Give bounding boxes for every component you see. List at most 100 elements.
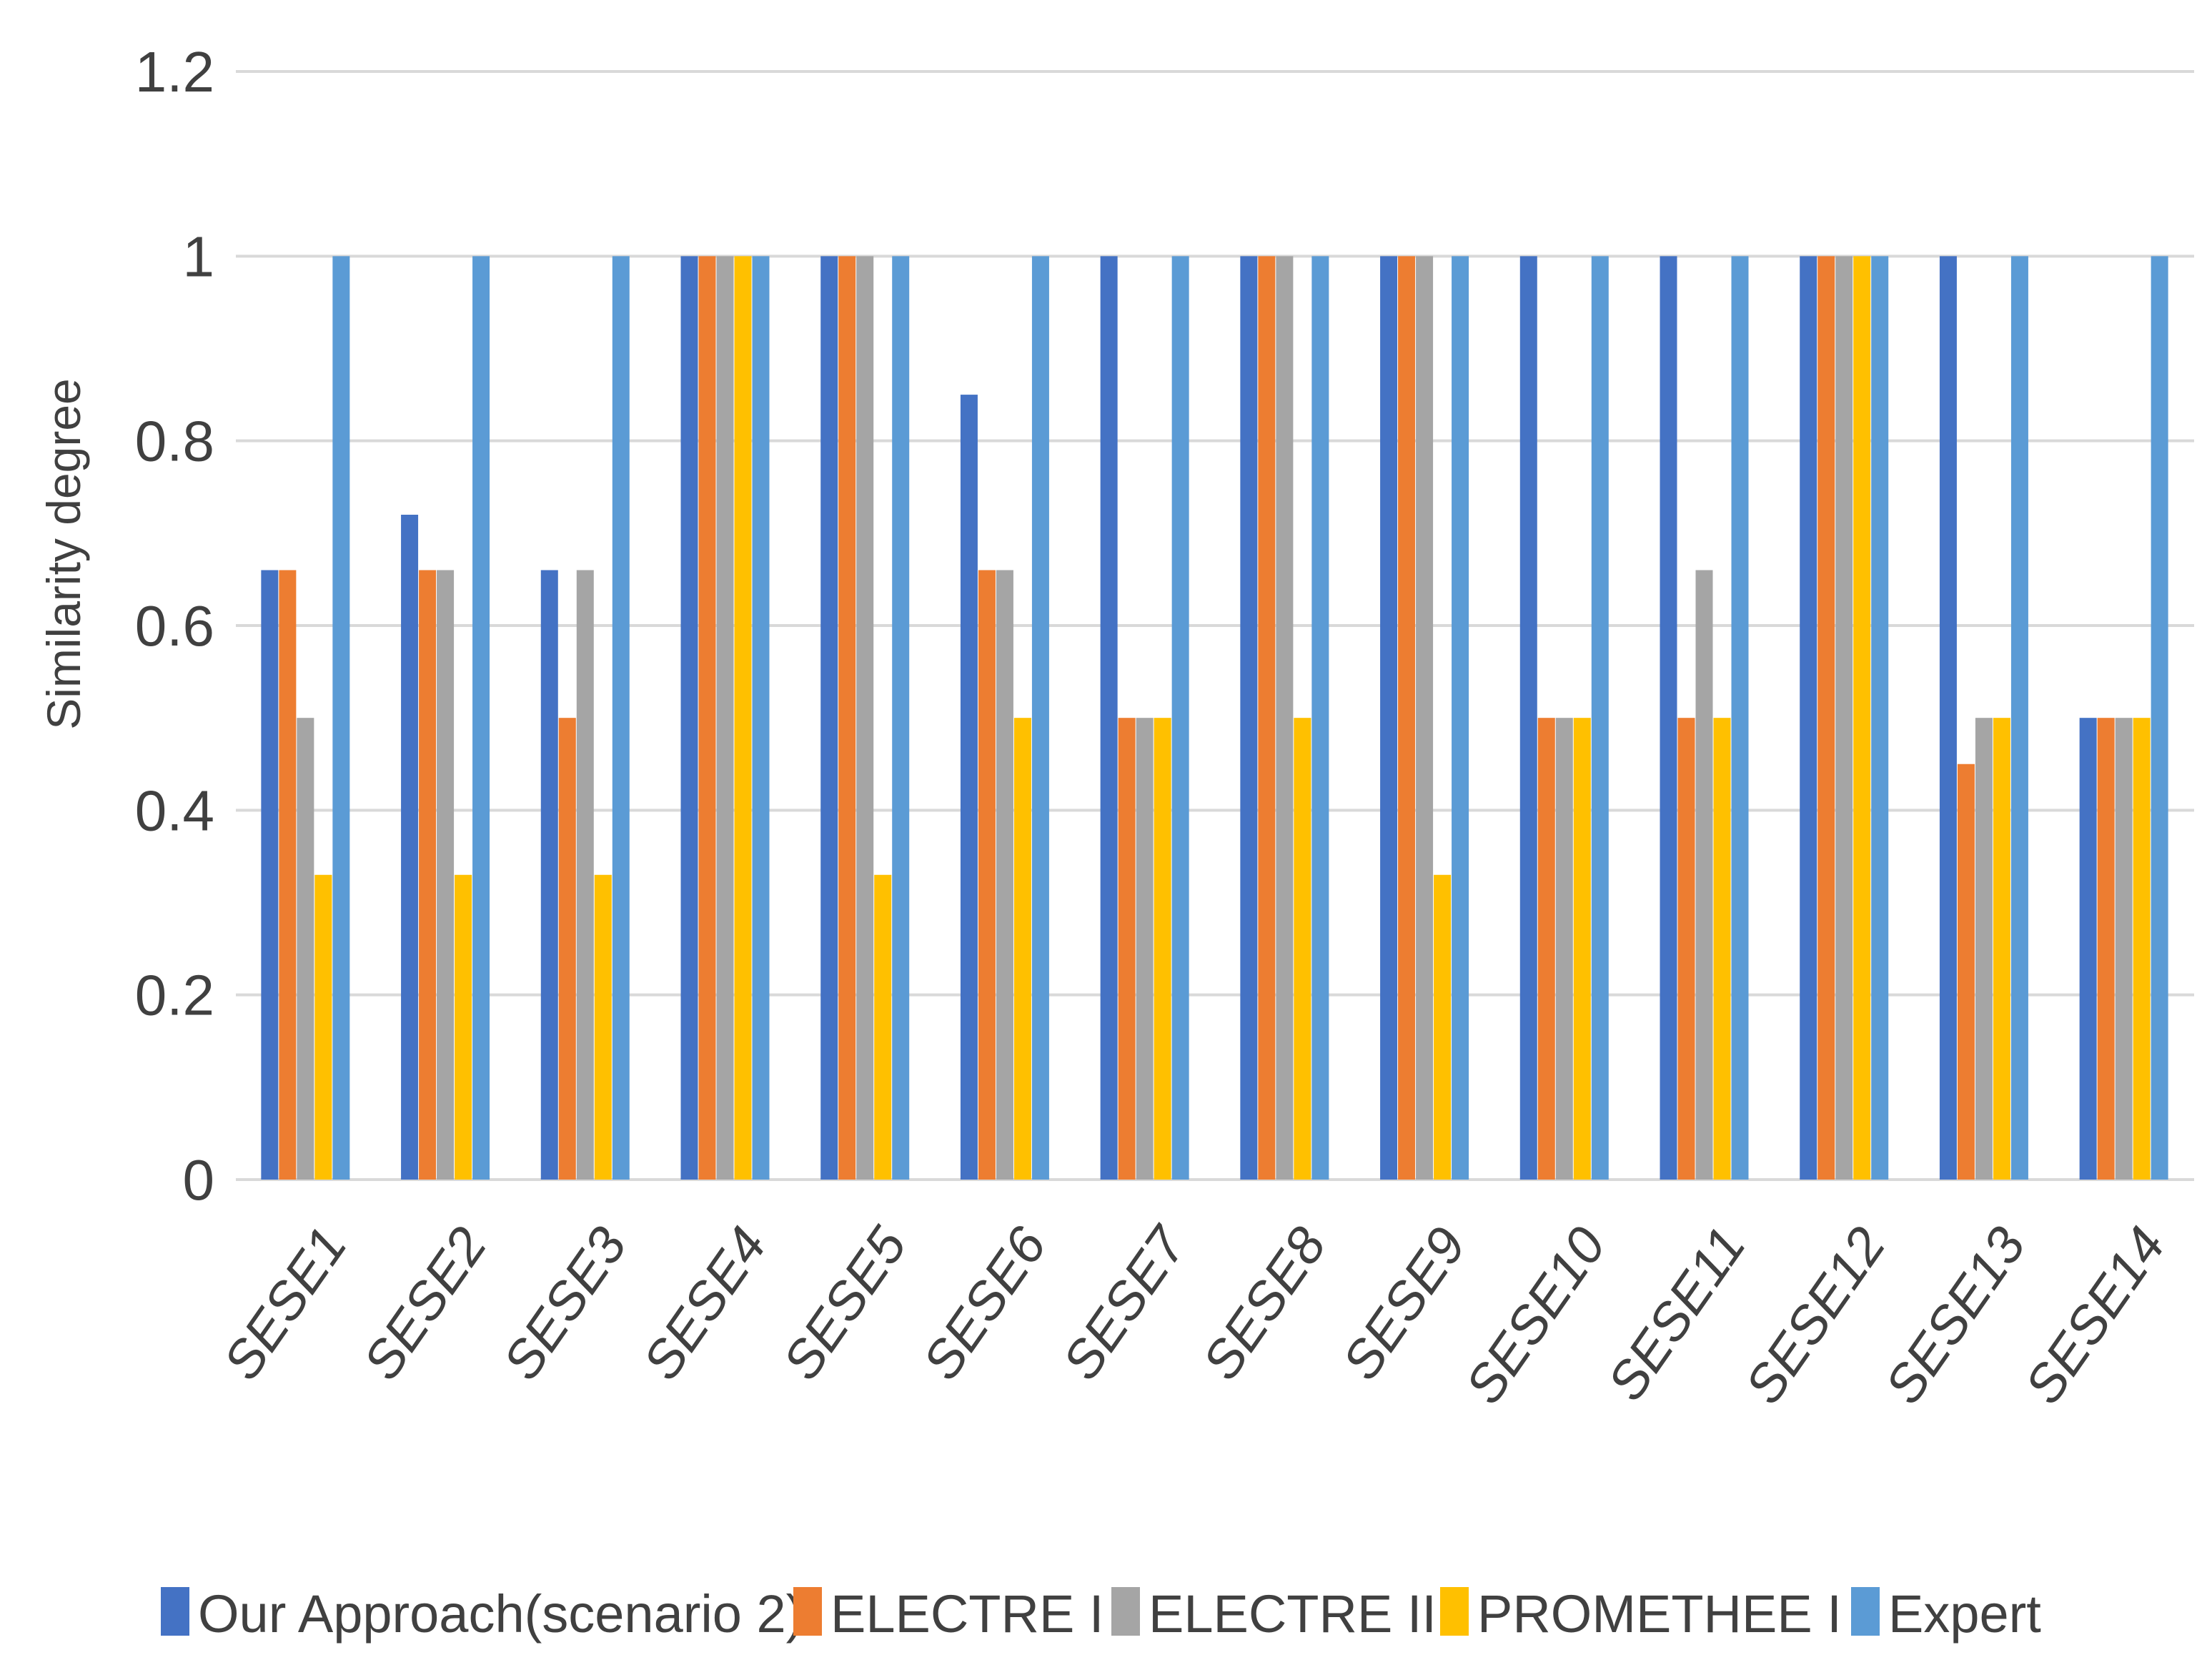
legend-label: Expert <box>1888 1584 2041 1644</box>
bar-sese4-series-4 <box>734 256 752 1180</box>
bar-sese12-series-3 <box>1835 256 1853 1180</box>
bar-sese6-series-2 <box>978 570 996 1180</box>
bar-sese11-series-1 <box>1660 256 1677 1180</box>
bar-sese8-series-4 <box>1294 718 1311 1180</box>
bar-sese12-series-5 <box>1871 256 1889 1180</box>
bar-sese8-series-2 <box>1258 256 1276 1180</box>
x-tick-label: SESE10 <box>1454 1217 1617 1415</box>
bar-sese5-series-1 <box>820 256 838 1180</box>
bar-sese13-series-5 <box>2010 256 2028 1180</box>
bar-sese2-series-4 <box>455 874 472 1180</box>
bar-sese1-series-3 <box>297 718 314 1180</box>
legend-label: ELECTRE II <box>1149 1584 1437 1644</box>
bar-sese14-series-2 <box>2097 718 2115 1180</box>
bar-sese1-series-1 <box>261 570 279 1180</box>
bar-sese9-series-2 <box>1398 256 1416 1180</box>
bar-sese14-series-1 <box>2079 718 2097 1180</box>
bar-sese6-series-5 <box>1031 256 1049 1180</box>
x-tick-label: SESE8 <box>1191 1217 1337 1390</box>
bar-sese14-series-4 <box>2133 718 2151 1180</box>
bar-sese2-series-1 <box>401 515 419 1180</box>
bar-sese12-series-4 <box>1853 256 1871 1180</box>
bar-sese3-series-5 <box>612 256 630 1180</box>
y-tick-label: 0 <box>183 1148 215 1212</box>
bar-sese9-series-1 <box>1380 256 1398 1180</box>
bar-sese6-series-1 <box>960 395 978 1180</box>
bar-sese13-series-3 <box>1975 718 1993 1180</box>
x-tick-label: SESE4 <box>631 1217 778 1390</box>
bar-sese13-series-2 <box>1957 764 1975 1180</box>
bar-sese10-series-2 <box>1537 718 1555 1180</box>
bar-sese3-series-1 <box>540 570 558 1180</box>
x-tick-label: SESE9 <box>1331 1217 1477 1390</box>
x-tick-label: SESE2 <box>352 1217 498 1390</box>
bar-sese11-series-3 <box>1695 570 1713 1180</box>
legend-swatch <box>1111 1587 1140 1636</box>
bar-sese9-series-4 <box>1434 874 1452 1180</box>
bar-sese2-series-5 <box>472 256 490 1180</box>
bar-sese11-series-4 <box>1713 718 1731 1180</box>
bar-sese7-series-4 <box>1154 718 1171 1180</box>
bar-sese7-series-3 <box>1136 718 1154 1180</box>
bar-sese11-series-2 <box>1677 718 1695 1180</box>
y-tick-label: 0.6 <box>135 594 214 658</box>
bar-sese5-series-3 <box>856 256 874 1180</box>
legend-swatch <box>793 1587 822 1636</box>
y-tick-label: 0.2 <box>135 964 214 1027</box>
bar-sese2-series-2 <box>419 570 437 1180</box>
bar-sese4-series-1 <box>680 256 698 1180</box>
bar-sese11-series-5 <box>1731 256 1749 1180</box>
bar-sese4-series-3 <box>716 256 734 1180</box>
x-tick-label: SESE6 <box>911 1216 1058 1390</box>
bar-sese12-series-2 <box>1817 256 1835 1180</box>
bar-sese13-series-4 <box>1993 718 2010 1180</box>
x-tick-label: SESE1 <box>212 1217 358 1390</box>
bar-sese14-series-5 <box>2151 256 2168 1180</box>
bar-sese13-series-1 <box>1939 256 1957 1180</box>
x-tick-label: SESE13 <box>1873 1217 2036 1415</box>
x-tick-label: SESE7 <box>1051 1215 1198 1390</box>
y-tick-label: 1 <box>183 224 215 288</box>
bar-sese3-series-3 <box>576 570 594 1180</box>
bar-sese8-series-5 <box>1311 256 1329 1180</box>
bar-sese10-series-1 <box>1519 256 1537 1180</box>
x-tick-label: SESE5 <box>771 1216 918 1390</box>
bar-sese14-series-3 <box>2115 718 2133 1180</box>
y-tick-label: 0.8 <box>135 410 214 473</box>
bar-sese1-series-2 <box>279 570 297 1180</box>
bar-sese5-series-4 <box>874 874 892 1180</box>
gridlines <box>236 70 2194 1181</box>
bar-sese6-series-3 <box>996 570 1013 1180</box>
bar-sese2-series-3 <box>437 570 455 1180</box>
legend-label: Our Approach(scenario 2) <box>198 1584 803 1644</box>
bar-sese1-series-4 <box>314 874 332 1180</box>
x-tick-label: SESE3 <box>492 1217 638 1390</box>
legend: Our Approach(scenario 2) ELECTRE I ELECTRE… <box>161 1584 2041 1644</box>
y-axis-title: Similarity degree <box>37 378 90 730</box>
legend-swatch <box>1851 1587 1880 1636</box>
y-tick-label: 0.4 <box>135 779 214 842</box>
bar-sese10-series-5 <box>1591 256 1609 1180</box>
bar-sese4-series-5 <box>752 256 770 1180</box>
x-tick-label: SESE11 <box>1596 1217 1757 1411</box>
legend-label: PROMETHEE I <box>1477 1584 1842 1644</box>
bar-sese1-series-5 <box>332 256 350 1180</box>
x-axis-labels: SESE1SESE2SESE3SESE4SESE5SESE6SESE7SESE8… <box>212 1215 2176 1414</box>
bar-sese9-series-3 <box>1416 256 1434 1180</box>
bar-sese4-series-2 <box>698 256 716 1180</box>
bar-sese7-series-5 <box>1171 256 1189 1180</box>
bar-sese7-series-2 <box>1118 718 1136 1180</box>
y-tick-label: 1.2 <box>135 40 214 104</box>
bar-sese8-series-1 <box>1240 256 1258 1180</box>
bar-sese5-series-5 <box>892 256 910 1180</box>
bar-sese10-series-4 <box>1573 718 1591 1180</box>
bar-sese7-series-1 <box>1100 256 1118 1180</box>
bar-sese6-series-4 <box>1013 718 1031 1180</box>
bar-sese12-series-1 <box>1800 256 1817 1180</box>
x-tick-label: SESE14 <box>2013 1217 2176 1415</box>
bar-sese9-series-5 <box>1452 256 1469 1180</box>
bar-sese8-series-3 <box>1276 256 1294 1180</box>
bar-sese10-series-3 <box>1555 718 1573 1180</box>
bar-sese3-series-4 <box>594 874 612 1180</box>
